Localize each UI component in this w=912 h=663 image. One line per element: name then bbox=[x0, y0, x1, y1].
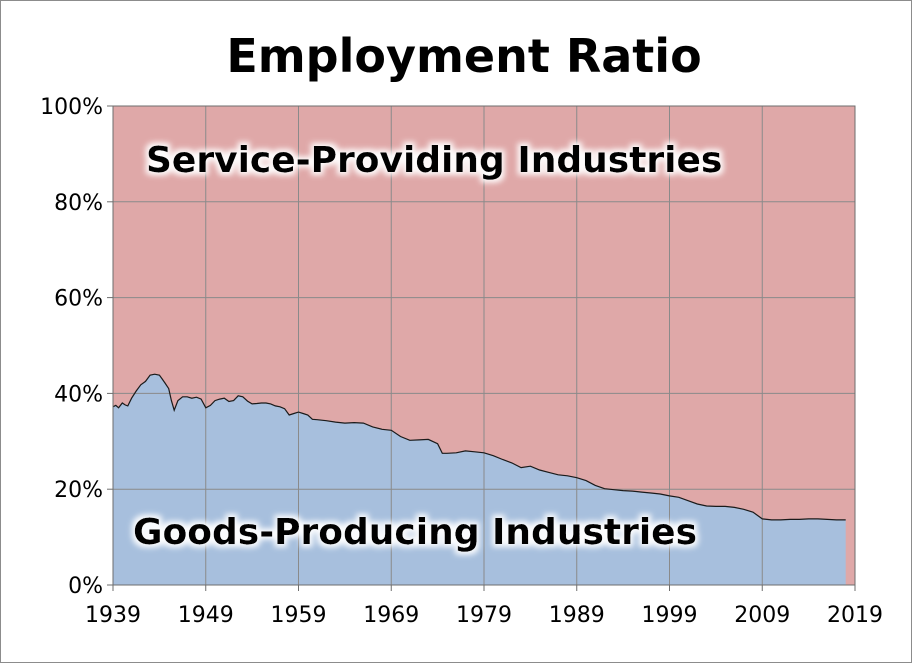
goods-producing-label: Goods-Producing Industries bbox=[133, 512, 697, 553]
chart-title: Employment Ratio bbox=[226, 29, 701, 83]
y-tick-label: 0% bbox=[68, 574, 103, 599]
plot-area bbox=[112, 105, 856, 586]
service-providing-label: Service-Providing Industries bbox=[146, 140, 722, 181]
y-tick-label: 20% bbox=[54, 478, 103, 503]
x-tick-label: 2019 bbox=[827, 603, 883, 628]
x-axis: 1939 1949 1959 1969 1979 1989 1999 2009 2019 bbox=[85, 585, 883, 628]
x-tick-label: 1949 bbox=[178, 603, 234, 628]
goods-producing-area bbox=[113, 374, 846, 585]
y-axis: 0% 20% 40% 60% 80% 100% bbox=[40, 95, 113, 599]
x-tick-label: 1999 bbox=[642, 603, 698, 628]
x-tick-label: 2009 bbox=[734, 603, 790, 628]
x-tick-label: 1989 bbox=[549, 603, 605, 628]
y-tick-label: 60% bbox=[54, 287, 103, 312]
y-tick-label: 80% bbox=[54, 191, 103, 216]
x-tick-label: 1969 bbox=[363, 603, 419, 628]
x-tick-label: 1979 bbox=[456, 603, 512, 628]
goods-producing-boundary-line bbox=[112, 373, 846, 521]
y-tick-label: 100% bbox=[40, 95, 103, 120]
x-tick-label: 1939 bbox=[85, 603, 141, 628]
x-tick-label: 1959 bbox=[271, 603, 327, 628]
y-tick-label: 40% bbox=[54, 382, 103, 407]
